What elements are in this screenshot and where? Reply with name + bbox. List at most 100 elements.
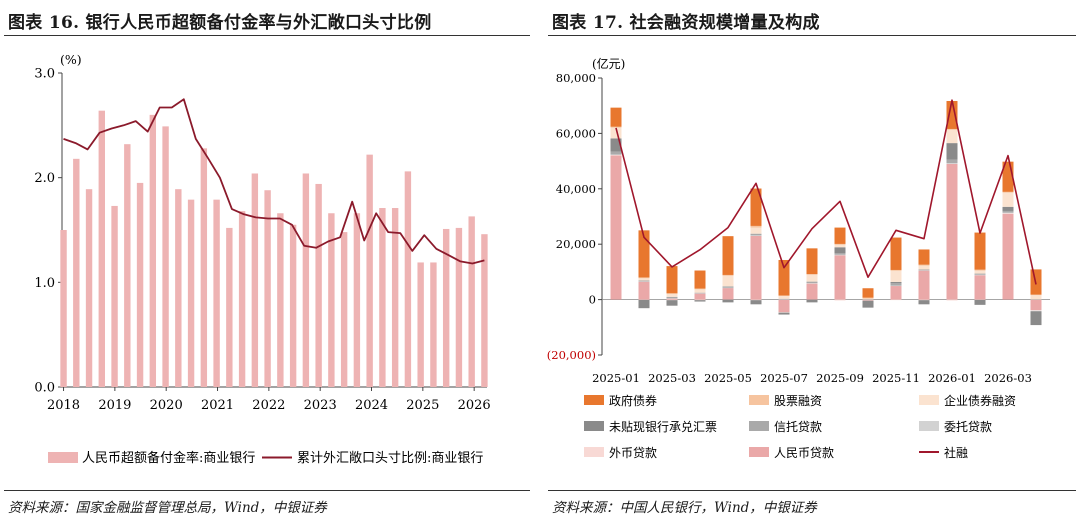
right-bar-trust-loans (638, 280, 650, 282)
left-bar-reserve-ratio (302, 173, 310, 387)
left-bar-reserve-ratio (430, 262, 437, 387)
left-bar-reserve-ratio (340, 232, 348, 387)
left-source-note: 资料来源：国家金融监督管理总局，Wind，中银证券 (8, 500, 327, 516)
left-bar-reserve-ratio (175, 189, 182, 387)
right-bar-equity (610, 126, 622, 128)
left-line-fx-exposure (63, 98, 485, 265)
right-bar-rmb-loans (1002, 213, 1014, 300)
right-bar-entrusted-loans (1002, 212, 1014, 214)
right-bar-equity (862, 297, 874, 299)
right-legend-label: 委托贷款 (944, 420, 992, 434)
right-bar-equity (946, 128, 958, 130)
right-bar-bank-acceptance (694, 300, 706, 302)
left-bar-reserve-ratio (417, 262, 424, 387)
right-bar-gov-bond (638, 230, 650, 278)
right-y-tick-label: 0 (589, 293, 596, 307)
left-bar-reserve-ratio (200, 148, 208, 387)
left-bar-reserve-ratio (315, 183, 322, 387)
left-y-tick-label: 1.0 (34, 276, 55, 291)
right-bar-gov-bond (890, 237, 902, 270)
right-bar-bank-acceptance (750, 300, 762, 305)
left-bar-reserve-ratio (98, 110, 106, 388)
right-bar-equity (778, 295, 790, 296)
right-y-tick-label: 20,000 (556, 237, 596, 251)
right-bar-entrusted-loans (974, 274, 986, 276)
right-chart-title: 图表 17. 社会融资规模增量及构成 (552, 13, 820, 33)
right-bar-bank-acceptance (974, 299, 986, 305)
left-bar-reserve-ratio (187, 199, 195, 387)
right-bar-fx-loans (638, 299, 650, 301)
right-legend-label: 企业债券融资 (944, 393, 1016, 408)
left-bar-reserve-ratio (238, 211, 246, 387)
right-bar-rmb-loans (946, 163, 958, 300)
right-bar-bank-acceptance (890, 281, 902, 283)
left-legend-label-bar: 人民币超额备付金率:商业银行 (82, 450, 255, 466)
left-x-tick-label: 2021 (201, 398, 234, 413)
right-bar-trust-loans (722, 286, 734, 288)
right-bar-gov-bond (694, 270, 706, 289)
right-bar-trust-loans (862, 299, 874, 300)
left-bar-reserve-ratio (111, 205, 118, 387)
right-bar-equity (1002, 191, 1014, 193)
right-bar-corp-bond (862, 298, 874, 300)
left-bar-reserve-ratio (60, 230, 67, 387)
right-bar-equity (722, 274, 734, 276)
right-line-total-social-financing (615, 99, 1037, 285)
right-legend-label: 未贴现银行承兑汇票 (609, 420, 717, 434)
right-bar-entrusted-loans (834, 254, 846, 256)
right-bar-gov-bond (918, 249, 930, 265)
right-bar-fx-loans (946, 299, 958, 301)
right-chart: (亿元) (20,000) 0 20,000 40,000 60,000 80,000 202… (547, 56, 1050, 460)
right-bar-trust-loans (806, 281, 818, 283)
left-bar-reserve-ratio (442, 228, 450, 387)
left-bar-reserve-ratio (404, 171, 412, 387)
right-unit-label: (亿元) (592, 56, 625, 71)
left-bar-reserve-ratio (136, 182, 144, 387)
right-bar-bank-acceptance (722, 299, 734, 303)
right-bar-trust-loans (918, 269, 930, 271)
right-legend-label: 人民币贷款 (774, 446, 834, 460)
right-bar-equity (974, 269, 986, 271)
left-x-tick-label: 2023 (304, 398, 337, 413)
right-bar-gov-bond (778, 259, 790, 296)
right-bar-trust-loans (890, 282, 902, 286)
left-x-tick-label: 2020 (150, 398, 183, 413)
right-bar-corp-bond (806, 274, 818, 282)
right-bar-bank-acceptance (806, 299, 818, 303)
right-bottom-rule (548, 490, 1076, 491)
left-x-tick-label: 2025 (406, 398, 439, 413)
right-legend-swatch (584, 395, 604, 405)
right-legend-swatch (584, 421, 604, 431)
right-bar-rmb-loans (1030, 299, 1042, 311)
right-bar-equity (750, 225, 762, 228)
right-bar-fx-loans (806, 283, 818, 284)
right-bar-corp-bond (778, 295, 790, 299)
right-bar-gov-bond (806, 248, 818, 275)
right-bar-corp-bond (694, 289, 706, 293)
right-bar-rmb-loans (806, 283, 818, 300)
left-x-tick-label: 2018 (47, 398, 80, 413)
left-y-tick-label: 0.0 (34, 381, 55, 396)
right-bar-corp-bond (722, 275, 734, 287)
right-x-tick-label: 2025-03 (648, 371, 696, 385)
right-bar-rmb-loans (694, 293, 706, 300)
right-x-tick-label: 2025-01 (592, 371, 640, 385)
right-bar-corp-bond (666, 294, 678, 297)
right-bar-rmb-loans (974, 275, 986, 300)
left-y-tick-label: 2.0 (34, 171, 55, 186)
right-bar-trust-loans (694, 292, 706, 294)
left-bar-reserve-ratio (289, 224, 297, 387)
right-legend-swatch (749, 447, 769, 457)
right-bar-bank-acceptance (862, 300, 874, 308)
left-bar-reserve-ratio (353, 213, 361, 387)
right-bar-entrusted-loans (750, 235, 762, 236)
right-bar-trust-loans (666, 296, 678, 299)
right-bar-corp-bond (610, 127, 622, 139)
right-bar-entrusted-loans (946, 163, 958, 164)
right-bar-rmb-loans (890, 286, 902, 300)
right-bar-bank-acceptance (778, 312, 790, 315)
right-legend-swatch (749, 421, 769, 431)
left-bar-reserve-ratio (277, 213, 284, 387)
right-bar-trust-loans (1030, 299, 1042, 300)
right-bar-rmb-loans (862, 299, 874, 301)
